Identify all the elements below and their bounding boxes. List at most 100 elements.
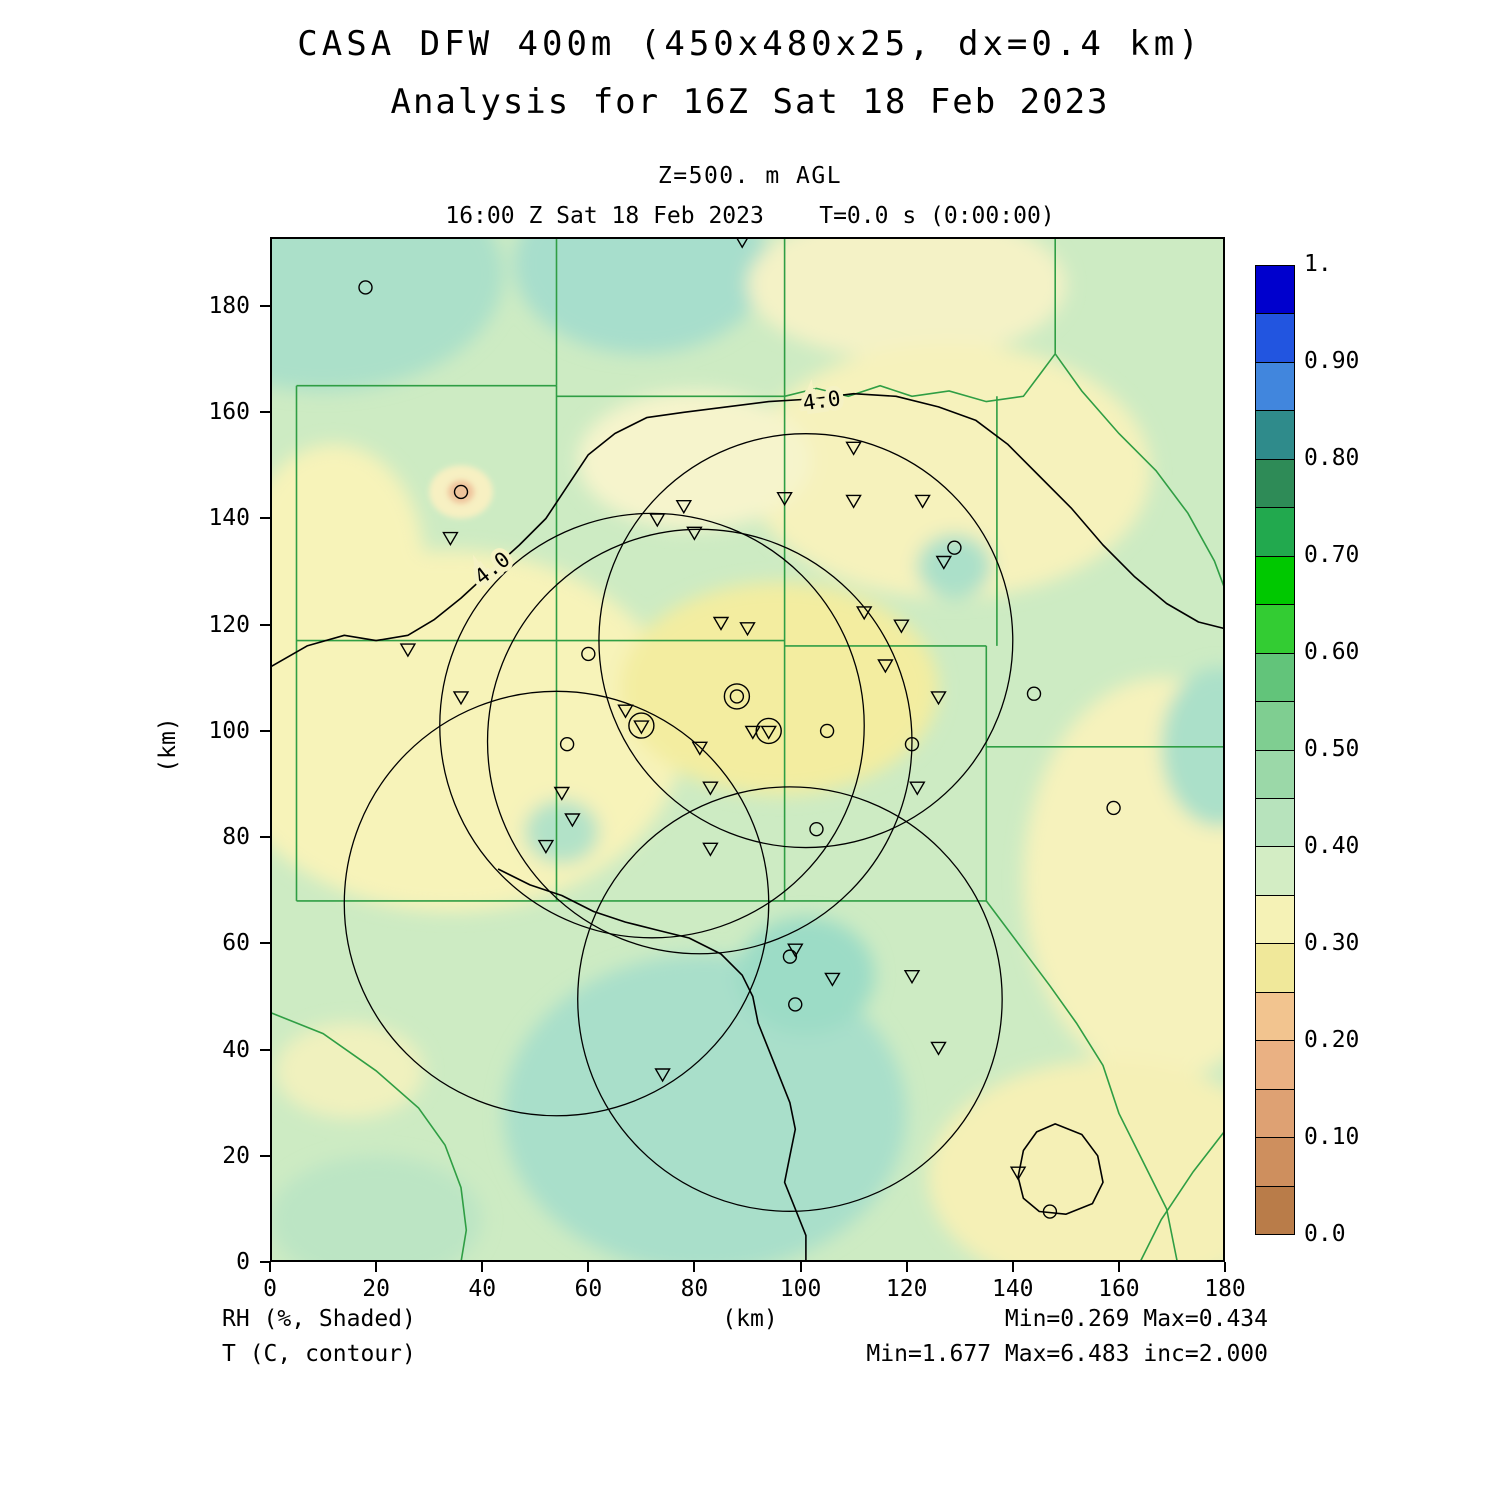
colorbar-label: 0.50	[1304, 736, 1360, 762]
y-tick-label: 80	[222, 824, 250, 851]
y-axis-tick	[260, 1048, 270, 1051]
y-axis-tick	[260, 836, 270, 839]
y-axis-tick	[260, 1154, 270, 1157]
colorbar-segment	[1256, 410, 1294, 459]
y-axis-tick	[260, 623, 270, 626]
rh-shaded-region	[620, 582, 939, 795]
rh-shaded-field	[270, 237, 1225, 1262]
x-tick-label: 180	[1204, 1276, 1246, 1302]
station-triangle-marker	[702, 842, 719, 857]
y-axis-tick	[260, 411, 270, 414]
rh-shaded-region	[917, 534, 992, 599]
colorbar-segment	[1256, 1088, 1294, 1138]
x-tick-label: 40	[468, 1276, 497, 1302]
station-triangle-marker	[930, 691, 947, 706]
temperature-contour	[270, 392, 1225, 668]
station-triangle-marker	[686, 526, 703, 541]
y-axis-tick	[260, 517, 270, 520]
station-triangle-marker	[760, 725, 777, 740]
station-triangle-marker	[564, 813, 581, 828]
radar-range-circle	[577, 786, 1003, 1212]
colorbar-segment	[1256, 507, 1294, 556]
colorbar-segment	[1256, 652, 1294, 702]
colorbar-segment	[1256, 894, 1294, 944]
colorbar-label: 0.20	[1304, 1027, 1360, 1053]
x-axis-tick	[269, 1262, 271, 1272]
y-tick-label: 180	[208, 293, 250, 320]
station-triangle-marker	[914, 494, 931, 509]
temperature-contour	[497, 868, 807, 1262]
chart-title: CASA DFW 400m (450x480x25, dx=0.4 km)	[297, 24, 1203, 64]
x-axis-tick	[1117, 1262, 1120, 1272]
y-tick-label: 120	[208, 611, 250, 638]
rh-shaded-region	[270, 1155, 483, 1262]
station-circle-marker	[788, 997, 803, 1012]
colorbar-label: 0.10	[1304, 1124, 1360, 1150]
x-axis-tick	[905, 1262, 908, 1272]
colorbar-label: 0.30	[1304, 930, 1360, 956]
colorbar-segment	[1256, 701, 1294, 750]
colorbar-segment	[1256, 458, 1294, 508]
station-circle-marker	[904, 736, 920, 752]
station-ring-marker	[628, 712, 655, 739]
x-tick-label: 160	[1098, 1276, 1140, 1302]
station-triangle-marker	[893, 619, 910, 634]
colorbar-segment	[1256, 749, 1294, 798]
x-axis-tick	[1011, 1262, 1014, 1272]
chart-subtitle: Analysis for 16Z Sat 18 Feb 2023	[390, 82, 1110, 122]
map-svg: 4.04.0	[270, 237, 1225, 1262]
colorbar-segment	[1256, 555, 1294, 605]
rh-shaded-region	[747, 343, 1151, 599]
station-circle-marker	[947, 540, 962, 555]
x-axis-unit-label: (km)	[722, 1306, 778, 1332]
station-triangle-marker	[1009, 1166, 1027, 1181]
colorbar-segment	[1256, 797, 1294, 847]
rh-shaded-region	[577, 391, 812, 530]
y-tick-label: 20	[222, 1142, 250, 1169]
x-axis-tick	[375, 1262, 378, 1272]
station-triangle-marker	[649, 513, 666, 528]
x-axis-tick	[1224, 1262, 1226, 1272]
rh-shaded-region	[270, 444, 424, 678]
x-tick-label: 60	[574, 1276, 603, 1302]
station-triangle-marker	[654, 1068, 671, 1083]
station-triangle-marker	[776, 492, 793, 507]
x-axis-tick	[481, 1262, 484, 1272]
colorbar-label: 0.40	[1304, 833, 1360, 859]
station-triangle-marker	[617, 704, 634, 719]
radar-range-circle	[598, 433, 1014, 849]
station-ring-marker	[755, 717, 782, 745]
shaded-minmax-label: Min=0.269 Max=0.434	[1004, 1306, 1268, 1332]
county-line	[985, 900, 1179, 1262]
x-tick-label: 140	[991, 1276, 1034, 1302]
y-axis-tick	[260, 305, 270, 308]
station-circle-marker	[1106, 800, 1121, 816]
station-triangle-marker	[675, 500, 693, 515]
x-tick-label: 20	[362, 1276, 390, 1302]
contour-field-caption: T (C, contour)	[222, 1341, 416, 1367]
colorbar-segment	[1256, 943, 1294, 992]
y-axis-tick	[260, 1261, 270, 1263]
y-axis-label: (km)	[155, 717, 181, 773]
county-line	[784, 353, 1056, 403]
x-tick-label: 100	[779, 1276, 822, 1302]
rh-shaded-region	[270, 237, 504, 391]
colorbar-segment	[1256, 1185, 1294, 1235]
plot-border	[270, 237, 1225, 1262]
station-markers	[358, 237, 1121, 1219]
county-line	[1054, 353, 1225, 592]
station-triangle-marker	[442, 531, 459, 546]
station-triangle-marker	[735, 237, 749, 249]
y-axis-tick	[260, 942, 270, 945]
radar-range-circle	[343, 690, 770, 1117]
station-triangle-marker	[633, 720, 650, 735]
colorbar-label: 0.80	[1304, 445, 1360, 471]
station-triangle-marker	[553, 786, 571, 801]
rh-shaded-region	[275, 1023, 424, 1119]
colorbar-segment	[1256, 1137, 1294, 1186]
station-triangle-marker	[712, 616, 730, 631]
county-line	[1139, 1129, 1225, 1262]
y-tick-label: 0	[236, 1249, 250, 1275]
station-triangle-marker	[537, 839, 555, 854]
rh-shaded-region	[447, 480, 475, 504]
